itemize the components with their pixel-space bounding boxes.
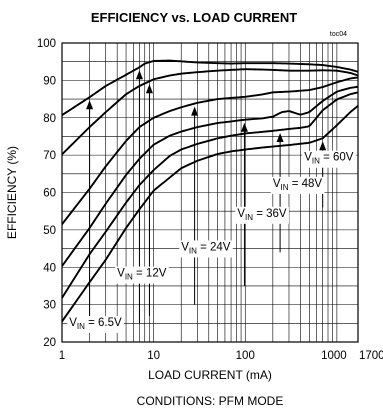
efficiency-curve-2 xyxy=(61,68,359,156)
y-tick-label: 50 xyxy=(43,225,56,237)
x-tick-label: 100 xyxy=(236,350,255,362)
y-tick-label: 60 xyxy=(43,188,56,200)
x-tick-label: 1700 xyxy=(359,350,383,362)
series-label: VIN = 24V xyxy=(181,241,231,255)
efficiency-curve-5 xyxy=(61,91,359,299)
series-label-bg xyxy=(235,206,289,224)
series-label-bg xyxy=(115,266,169,284)
arrow-head xyxy=(135,70,143,80)
y-tick-label: 30 xyxy=(43,300,56,312)
x-tick-label: 10 xyxy=(147,350,160,362)
series-label-bg xyxy=(302,150,356,168)
arrow-head xyxy=(276,132,284,142)
arrow-head xyxy=(319,141,327,151)
arrow-head xyxy=(86,100,94,110)
series-label-bg xyxy=(67,315,125,333)
y-tick-label: 80 xyxy=(43,113,56,125)
efficiency-curve-3 xyxy=(61,76,359,225)
efficiency-curve-1 xyxy=(61,59,359,116)
series-label-bg xyxy=(270,176,325,194)
y-tick-label: 40 xyxy=(43,262,56,274)
series-label: VIN = 6.5V xyxy=(69,317,122,331)
series-labels: VIN = 6.5V VIN = 12V VIN = 24V VIN = 36V VIN… xyxy=(67,150,356,333)
chart-title: EFFICIENCY vs. LOAD CURRENT xyxy=(91,10,297,25)
conditions-note: CONDITIONS: PFM MODE xyxy=(137,394,284,408)
series-label: VIN = 48V xyxy=(273,178,323,192)
arrow-head xyxy=(191,106,199,116)
x-tick-label: 1000 xyxy=(321,350,347,362)
y-axis-label: EFFICIENCY (%) xyxy=(5,146,19,239)
figure-tag: toc04 xyxy=(330,31,347,38)
series-label: VIN = 12V xyxy=(117,268,167,282)
curve-arrows xyxy=(86,70,327,324)
efficiency-curve-4 xyxy=(61,85,359,267)
curves xyxy=(61,59,359,322)
y-tick-label: 90 xyxy=(43,75,56,87)
series-label: VIN = 60V xyxy=(304,152,354,166)
arrow-head xyxy=(145,84,153,94)
efficiency-curve-6 xyxy=(61,105,359,322)
y-tick-label: 70 xyxy=(43,150,56,162)
plot-frame xyxy=(61,42,359,343)
x-tick-label: 1 xyxy=(59,350,65,362)
x-axis-label: LOAD CURRENT (mA) xyxy=(148,368,272,382)
y-tick-label: 20 xyxy=(43,337,56,349)
series-label: VIN = 36V xyxy=(237,208,287,222)
y-tick-label: 100 xyxy=(37,38,56,50)
series-label-bg xyxy=(179,240,233,258)
arrow-head xyxy=(240,122,248,132)
